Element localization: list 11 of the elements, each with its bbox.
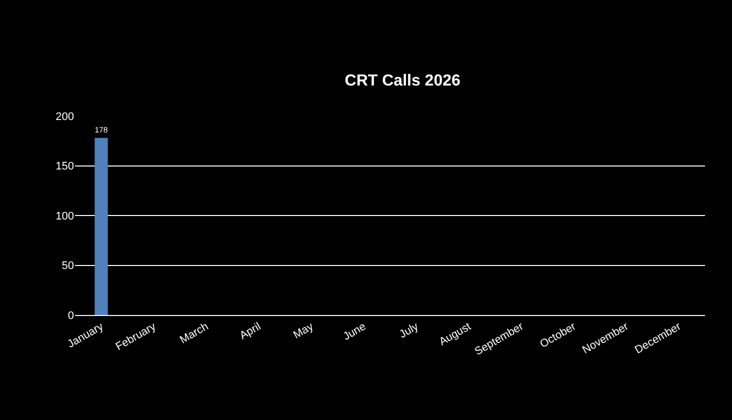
x-tick-label: April: [238, 320, 263, 342]
x-tick-label: May: [292, 320, 316, 342]
data-label: 178: [94, 126, 108, 135]
chart-title: CRT Calls 2026: [344, 72, 461, 90]
y-tick-label: 100: [56, 210, 74, 222]
y-tick-label: 0: [68, 310, 74, 322]
x-tick-label: July: [398, 320, 421, 341]
y-tick-label: 50: [62, 260, 74, 272]
y-tick-label: 150: [56, 160, 74, 173]
x-tick-label: June: [341, 320, 368, 343]
y-tick-label: 200: [56, 110, 74, 123]
